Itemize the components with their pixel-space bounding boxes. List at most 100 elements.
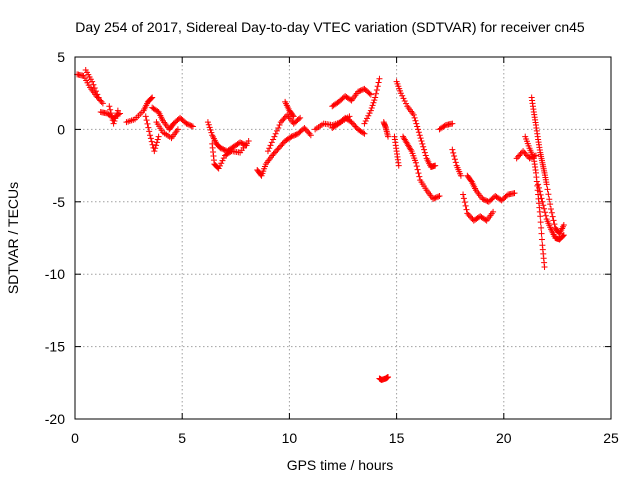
data-point (411, 114, 418, 121)
data-point (514, 153, 521, 160)
data-point (275, 124, 282, 131)
data-point (269, 152, 276, 159)
data-point (207, 126, 214, 133)
data-point (463, 206, 470, 213)
data-point (511, 190, 518, 197)
data-point (106, 103, 113, 110)
data-point (281, 114, 288, 121)
data-point (536, 188, 543, 195)
data-point (559, 232, 566, 239)
data-point (114, 110, 121, 117)
data-point (421, 146, 428, 153)
data-point (356, 88, 363, 95)
chart-title: Day 254 of 2017, Sidereal Day-to-day VTE… (75, 19, 585, 35)
data-point (407, 146, 414, 153)
data-point (148, 95, 155, 102)
data-point (538, 236, 545, 243)
data-point (547, 201, 554, 208)
data-point (147, 135, 154, 142)
data-point (270, 136, 277, 143)
data-point (551, 221, 558, 228)
data-point (412, 117, 419, 124)
data-point (413, 163, 420, 170)
data-point (174, 126, 181, 133)
data-point (410, 111, 417, 118)
data-point (362, 118, 369, 125)
data-point (355, 88, 362, 95)
y-tick-label: -10 (45, 266, 65, 282)
data-point (412, 159, 419, 166)
data-point (291, 132, 298, 139)
data-point (142, 113, 149, 120)
data-point (360, 86, 367, 93)
data-point (432, 162, 439, 169)
data-point (417, 135, 424, 142)
x-tick-label: 15 (389, 430, 405, 446)
data-point (271, 149, 278, 156)
data-point (93, 88, 100, 95)
data-point (480, 196, 487, 203)
data-point (399, 92, 406, 99)
data-point (374, 83, 381, 90)
data-point (451, 153, 458, 160)
data-point (370, 99, 377, 106)
x-axis-label: GPS time / hours (287, 457, 394, 473)
data-point (208, 129, 215, 136)
data-point (268, 139, 275, 146)
data-point (187, 122, 194, 129)
data-point (549, 213, 556, 220)
data-point (278, 142, 285, 149)
data-point (371, 97, 378, 104)
data-point (361, 130, 368, 137)
data-point (289, 133, 296, 140)
data-point (435, 193, 442, 200)
data-point (110, 120, 117, 127)
data-point (276, 143, 283, 150)
data-point (290, 113, 297, 120)
data-point (535, 181, 542, 188)
data-point (276, 122, 283, 129)
data-point (540, 202, 547, 209)
data-point (347, 96, 354, 103)
data-point (275, 145, 282, 152)
data-point (272, 130, 279, 137)
data-point (148, 138, 155, 145)
data-point (98, 98, 105, 105)
data-point (484, 198, 491, 205)
data-point (99, 100, 106, 107)
data-point (550, 217, 557, 224)
data-point (513, 155, 520, 162)
data-point (482, 216, 489, 223)
data-point (307, 132, 314, 139)
data-point (401, 98, 408, 105)
axis-ticks: 0 5 10 15 20 25 -20 -15 -10 -5 0 5 (45, 49, 619, 446)
data-point (420, 143, 427, 150)
data-point (206, 124, 213, 131)
data-point (266, 145, 273, 152)
data-point (421, 149, 428, 156)
data-point (441, 122, 448, 129)
data-point (153, 142, 160, 149)
y-tick-label: 0 (57, 121, 65, 137)
data-point (457, 172, 464, 179)
data-point (361, 120, 368, 127)
data-point (357, 87, 364, 94)
data-point (220, 146, 227, 153)
data-point (452, 159, 459, 166)
data-point (395, 162, 402, 169)
data-point (351, 122, 358, 129)
data-point (155, 133, 162, 140)
data-point (152, 145, 159, 152)
data-point (367, 107, 374, 114)
data-point (397, 90, 404, 97)
data-point (270, 151, 277, 158)
data-point (415, 170, 422, 177)
data-point (204, 119, 211, 126)
data-point (416, 173, 423, 180)
data-point (543, 181, 550, 188)
data-point (414, 166, 421, 173)
data-point (373, 90, 380, 97)
data-point (151, 148, 158, 155)
data-point (373, 87, 380, 94)
data-point (271, 133, 278, 140)
